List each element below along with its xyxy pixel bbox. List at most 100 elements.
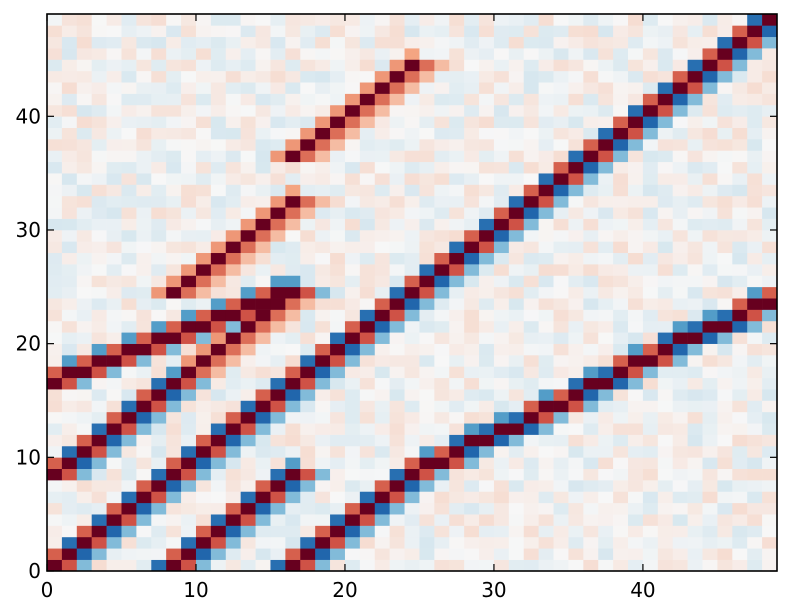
heatmap-cell — [359, 286, 376, 299]
heatmap-cell — [642, 468, 659, 481]
heatmap-cell — [479, 434, 495, 447]
heatmap-cell — [91, 195, 107, 208]
heatmap-cell — [672, 366, 688, 379]
heatmap-cell — [121, 173, 137, 185]
heatmap-cell — [434, 286, 450, 299]
heatmap-cell — [210, 400, 227, 413]
heatmap-cell — [76, 332, 92, 344]
heatmap-cell — [479, 468, 495, 481]
heatmap-cell — [732, 104, 748, 117]
heatmap-cell — [419, 218, 435, 231]
heatmap-cell — [538, 252, 554, 265]
heatmap-cell — [449, 400, 465, 413]
heatmap-cell — [91, 491, 107, 504]
heatmap-cell — [538, 389, 554, 401]
heatmap-cell — [598, 150, 614, 163]
heatmap-cell — [136, 514, 152, 526]
heatmap-cell — [419, 161, 435, 174]
heatmap-cell — [181, 286, 197, 299]
heatmap-cell — [359, 400, 376, 413]
heatmap-cell — [657, 161, 674, 174]
heatmap-cell — [598, 173, 614, 185]
heatmap-cell — [210, 457, 227, 469]
heatmap-cell — [359, 116, 376, 128]
heatmap-cell — [598, 195, 614, 208]
heatmap-cell — [628, 207, 644, 219]
heatmap-cell — [285, 286, 301, 299]
heatmap-cell — [76, 14, 92, 26]
heatmap-cell — [464, 241, 480, 254]
heatmap-cell — [136, 48, 152, 60]
heatmap-cell — [47, 36, 63, 49]
heatmap-cell — [225, 207, 241, 219]
heatmap-cell — [568, 184, 584, 197]
heatmap-cell — [702, 423, 718, 435]
heatmap-cell — [315, 377, 331, 390]
heatmap-cell — [404, 445, 420, 458]
heatmap-cell — [583, 468, 599, 481]
heatmap-cell — [300, 514, 316, 526]
heatmap-cell — [76, 82, 92, 94]
heatmap-cell — [121, 389, 137, 401]
heatmap-cell — [210, 343, 227, 356]
heatmap-cell — [657, 502, 674, 515]
heatmap-cell — [672, 457, 688, 469]
heatmap-cell — [300, 275, 316, 288]
heatmap-cell — [613, 400, 629, 413]
heatmap-cell — [747, 218, 763, 231]
heatmap-cell — [285, 195, 301, 208]
heatmap-cell — [121, 366, 137, 379]
heatmap-cell — [225, 480, 241, 492]
heatmap-cell — [642, 480, 659, 492]
heatmap-cell — [195, 104, 212, 117]
heatmap-cell — [121, 480, 137, 492]
heatmap-cell — [732, 70, 748, 83]
heatmap-cell — [508, 48, 525, 60]
heatmap-cell — [434, 445, 450, 458]
heatmap-cell — [419, 82, 435, 94]
heatmap-cell — [479, 207, 495, 219]
heatmap-cell — [717, 468, 733, 481]
heatmap-cell — [240, 25, 256, 38]
heatmap-cell — [344, 48, 361, 60]
heatmap-cell — [389, 252, 405, 265]
heatmap-cell — [628, 457, 644, 469]
heatmap-cell — [464, 104, 480, 117]
heatmap-cell — [568, 434, 584, 447]
heatmap-cell — [464, 457, 480, 469]
heatmap-cell — [330, 218, 346, 231]
heatmap-cell — [449, 332, 465, 344]
heatmap-cell — [47, 173, 63, 185]
heatmap-cell — [598, 559, 614, 572]
heatmap-cell — [613, 366, 629, 379]
heatmap-cell — [121, 127, 137, 140]
heatmap-cell — [717, 309, 733, 322]
heatmap-cell — [151, 343, 167, 356]
heatmap-cell — [210, 48, 227, 60]
heatmap-cell — [240, 195, 256, 208]
heatmap-cell — [330, 502, 346, 515]
heatmap-cell — [270, 241, 286, 254]
heatmap-cell — [210, 218, 227, 231]
heatmap-cell — [687, 59, 703, 72]
heatmap-cell — [687, 48, 703, 60]
heatmap-cell — [538, 139, 554, 151]
heatmap-cell — [270, 25, 286, 38]
heatmap-cell — [359, 332, 376, 344]
heatmap-cell — [642, 93, 659, 106]
heatmap-cell — [404, 343, 420, 356]
heatmap-cell — [628, 229, 644, 242]
heatmap-cell — [598, 298, 614, 310]
heatmap-cell — [330, 332, 346, 344]
heatmap-cells — [47, 14, 778, 572]
heatmap-cell — [553, 480, 569, 492]
heatmap-cell — [195, 559, 212, 572]
heatmap-cell — [240, 161, 256, 174]
heatmap-cell — [493, 377, 510, 390]
heatmap-cell — [404, 548, 420, 560]
heatmap-cell — [270, 298, 286, 310]
heatmap-cell — [47, 104, 63, 117]
heatmap-cell — [449, 207, 465, 219]
heatmap-cell — [538, 195, 554, 208]
heatmap-cell — [344, 548, 361, 560]
